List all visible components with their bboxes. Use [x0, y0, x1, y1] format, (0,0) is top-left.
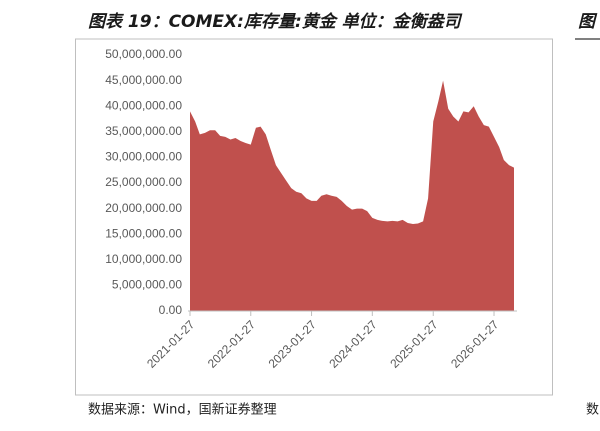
- source-note: 数据来源：Wind，国新证券整理: [88, 402, 277, 418]
- neighbor-source: 数: [586, 403, 599, 418]
- y-tick-label: 15,000,000.00: [105, 226, 182, 240]
- y-tick-label: 50,000,000.00: [105, 47, 182, 61]
- x-tick-label: 2026-01-27: [448, 317, 502, 371]
- y-tick-label: 35,000,000.00: [105, 124, 182, 138]
- y-tick-label: 45,000,000.00: [105, 73, 182, 87]
- y-tick-label: 30,000,000.00: [105, 150, 182, 164]
- y-tick-label: 5,000,000.00: [112, 278, 182, 292]
- y-tick-label: 20,000,000.00: [105, 201, 182, 215]
- x-tick-label: 2023-01-27: [266, 317, 320, 371]
- x-tick-label: 2022-01-27: [205, 317, 259, 371]
- x-tick-label: 2025-01-27: [387, 317, 441, 371]
- y-tick-label: 25,000,000.00: [105, 175, 182, 189]
- y-tick-label: 0.00: [159, 303, 183, 317]
- x-tick-label: 2021-01-27: [144, 317, 198, 371]
- area: [190, 80, 514, 311]
- y-tick-label: 40,000,000.00: [105, 98, 182, 112]
- neighbor-title: 图: [578, 12, 598, 32]
- chart-frame: [75, 38, 553, 396]
- chart-title: 图表 19：COMEX:库存量:黄金 单位：金衡盎司: [88, 12, 463, 32]
- y-tick-label: 10,000,000.00: [105, 252, 182, 266]
- x-tick-label: 2024-01-27: [326, 317, 380, 371]
